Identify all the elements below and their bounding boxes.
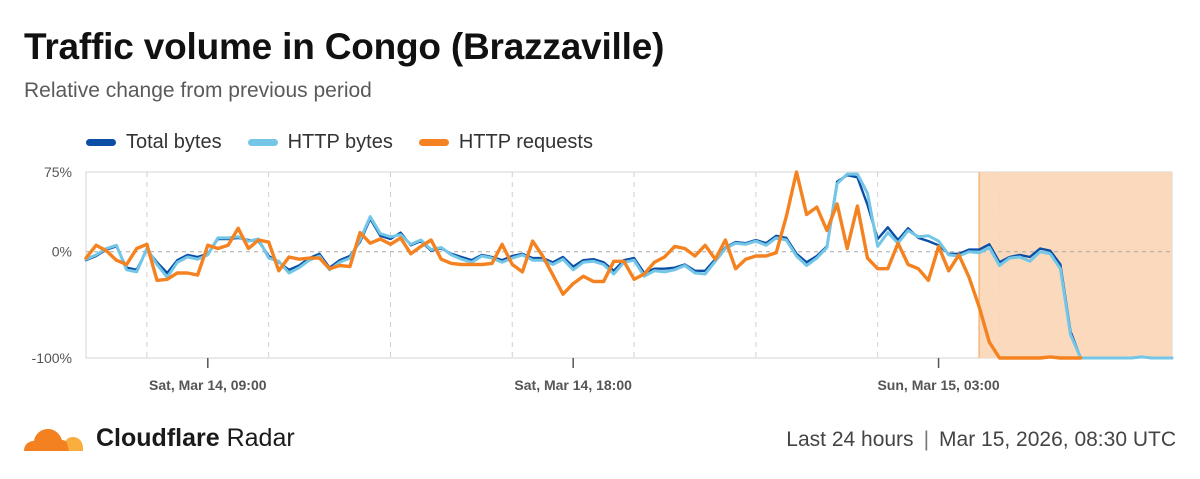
y-tick-label: -100% bbox=[32, 350, 72, 366]
legend-label-total-bytes: Total bytes bbox=[126, 131, 222, 153]
page-title: Traffic volume in Congo (Brazzaville) bbox=[24, 26, 665, 67]
time-range: Last 24 hours bbox=[786, 428, 914, 451]
brand-name-light: Radar bbox=[226, 423, 295, 452]
traffic-chart: 75% 0% -100% Sat, Mar 14, 09:00 Sat, Mar 14,… bbox=[32, 164, 1174, 393]
footer-timestamp: Mar 15, 2026, 08:30 UTC bbox=[939, 428, 1176, 451]
cloudflare-cloud-icon bbox=[24, 429, 83, 451]
legend-swatch-http-bytes bbox=[247, 139, 278, 146]
x-tick-label: Sun, Mar 15, 03:00 bbox=[877, 377, 999, 393]
chart-legend: Total bytes HTTP bytes HTTP requests bbox=[86, 131, 593, 154]
legend-label-http-bytes: HTTP bytes bbox=[287, 131, 393, 153]
series-line-http-bytes bbox=[84, 172, 1174, 360]
brand-name: Cloudflare Radar bbox=[96, 424, 295, 453]
legend-label-http-requests: HTTP requests bbox=[458, 131, 593, 153]
footer-separator: | bbox=[923, 428, 930, 451]
legend-item-total-bytes[interactable]: Total bytes bbox=[86, 131, 222, 154]
footer-meta: Last 24 hours | Mar 15, 2026, 08:30 UTC bbox=[786, 428, 1176, 452]
legend-item-http-requests[interactable]: HTTP requests bbox=[418, 131, 593, 154]
legend-swatch-http-requests bbox=[418, 139, 449, 146]
y-tick-label: 0% bbox=[52, 244, 72, 260]
x-tick-label: Sat, Mar 14, 18:00 bbox=[514, 377, 632, 393]
brand-name-bold: Cloudflare bbox=[96, 423, 220, 452]
legend-swatch-total-bytes bbox=[86, 139, 116, 146]
page-subtitle: Relative change from previous period bbox=[24, 79, 372, 102]
x-tick-label: Sat, Mar 14, 09:00 bbox=[149, 377, 267, 393]
legend-item-http-bytes[interactable]: HTTP bytes bbox=[247, 131, 393, 154]
series-line-http-requests bbox=[84, 170, 1083, 360]
y-tick-label: 75% bbox=[44, 164, 72, 180]
highlight-region bbox=[979, 172, 1172, 358]
footer-branding: Cloudflare Radar bbox=[22, 420, 295, 456]
